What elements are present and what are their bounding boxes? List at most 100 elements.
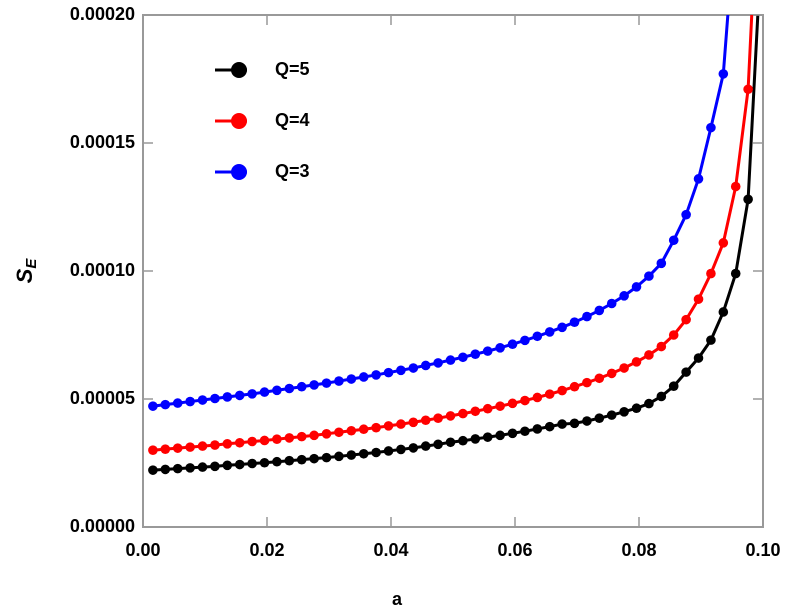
data-point (408, 417, 419, 428)
data-point (631, 282, 642, 292)
data-point (470, 406, 481, 417)
legend-label: Q=5 (275, 59, 310, 79)
x-tick-label: 0.02 (249, 540, 284, 560)
data-point (718, 238, 729, 248)
data-point (358, 448, 369, 459)
data-point (718, 69, 729, 79)
data-point (693, 174, 704, 184)
data-point (284, 383, 295, 394)
y-axis-label-main: S (12, 268, 37, 283)
legend-label: Q=3 (275, 161, 310, 181)
data-point (346, 374, 357, 384)
y-tick-label: 0.00010 (70, 260, 135, 280)
data-point (532, 392, 543, 403)
data-point (420, 441, 431, 451)
data-point (334, 427, 344, 438)
data-point (557, 385, 567, 396)
data-point (197, 441, 208, 451)
data-point (247, 458, 257, 469)
data-point (371, 422, 381, 433)
data-point (408, 443, 419, 453)
x-tick-label: 0.00 (125, 540, 160, 560)
y-tick-label: 0.00000 (70, 516, 135, 536)
data-point (396, 444, 406, 455)
data-point (383, 446, 394, 456)
data-point (606, 368, 617, 379)
data-point (544, 389, 555, 399)
data-point (482, 432, 493, 442)
y-axis-label: SE (12, 258, 40, 284)
series-layer (148, 15, 760, 475)
data-point (346, 450, 357, 460)
data-point (210, 393, 220, 404)
data-point (458, 408, 468, 419)
data-point (656, 391, 667, 402)
data-point (222, 460, 233, 471)
data-point (668, 330, 679, 340)
data-point (606, 410, 617, 420)
data-point (160, 399, 171, 410)
y-tick-label: 0.00020 (70, 4, 135, 24)
data-point (445, 411, 456, 421)
data-point (234, 459, 245, 470)
data-point (495, 401, 505, 411)
data-point (656, 341, 667, 352)
data-point (482, 403, 493, 414)
x-tick-label: 0.10 (745, 540, 780, 560)
data-point (644, 350, 654, 360)
data-point (396, 419, 406, 429)
data-point (296, 381, 307, 392)
data-point (346, 425, 357, 436)
legend-marker (231, 164, 247, 180)
data-point (656, 258, 667, 269)
data-point (681, 209, 691, 220)
data-point (272, 456, 282, 467)
data-point (296, 431, 307, 442)
data-point (557, 322, 567, 333)
data-point (259, 387, 270, 397)
data-point (507, 398, 518, 409)
data-point (470, 349, 481, 360)
data-point (520, 395, 530, 406)
data-point (420, 360, 431, 371)
data-point (433, 439, 443, 450)
legend-marker (231, 62, 247, 78)
data-point (172, 443, 183, 453)
data-point (247, 389, 257, 399)
data-point (544, 327, 555, 337)
data-point (321, 378, 332, 388)
data-point (284, 455, 295, 466)
data-point (693, 294, 704, 304)
x-tick-label: 0.08 (621, 540, 656, 560)
data-point (507, 428, 518, 439)
data-point (706, 268, 716, 279)
data-point (569, 381, 580, 392)
data-point (582, 311, 592, 322)
data-point (743, 84, 753, 95)
data-point (569, 317, 580, 328)
data-point (582, 416, 592, 426)
data-point (631, 403, 642, 414)
data-point (172, 398, 183, 408)
data-point (532, 424, 543, 434)
data-point (334, 451, 344, 462)
data-point (433, 413, 443, 424)
data-point (495, 430, 505, 441)
data-point (321, 452, 332, 463)
data-point (272, 385, 282, 396)
x-tick-label: 0.04 (373, 540, 408, 560)
data-point (358, 372, 369, 382)
data-point (309, 430, 319, 441)
data-point (681, 314, 691, 325)
data-point (619, 363, 629, 373)
data-point (210, 440, 220, 450)
data-point (706, 122, 716, 133)
data-point (371, 447, 381, 458)
data-point (334, 376, 344, 386)
data-point (718, 307, 729, 317)
data-point (148, 465, 158, 475)
data-point (309, 380, 319, 390)
data-point (185, 463, 195, 473)
data-point (482, 346, 493, 356)
